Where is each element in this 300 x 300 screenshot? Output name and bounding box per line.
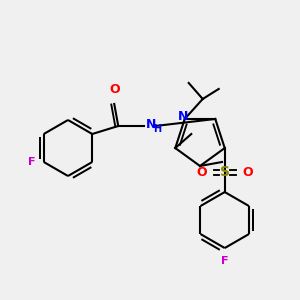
Text: N: N	[146, 118, 157, 131]
Text: F: F	[28, 157, 36, 167]
Text: O: O	[242, 166, 253, 178]
Text: F: F	[221, 256, 229, 266]
Text: H: H	[153, 124, 161, 134]
Text: S: S	[220, 165, 230, 179]
Text: O: O	[196, 166, 207, 178]
Text: N: N	[178, 110, 188, 124]
Text: O: O	[109, 83, 120, 96]
